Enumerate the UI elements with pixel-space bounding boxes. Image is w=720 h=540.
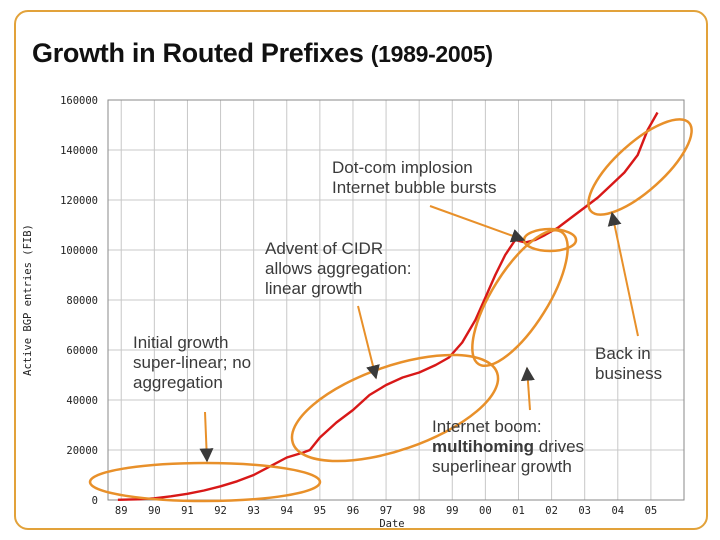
annotation-boom-line3: superlinear growth	[432, 457, 572, 476]
annotation-boom-bold: multihoming	[432, 437, 534, 456]
y-tick-label: 0	[92, 495, 98, 507]
annotation-back-line2: business	[595, 364, 663, 383]
annotation-cidr-line3: linear growth	[265, 279, 363, 298]
y-tick-label: 20000	[66, 445, 98, 457]
x-tick-label: 00	[479, 505, 492, 517]
annotation-cidr-line2: allows aggregation:	[265, 259, 412, 278]
title-main: Growth in Routed Prefixes	[32, 38, 364, 68]
y-tick-label: 120000	[60, 195, 98, 207]
series-line-bgp-entries	[117, 111, 659, 501]
highlight-linear-growth	[290, 353, 500, 463]
annotation-initial-line1: Initial growth	[133, 333, 229, 352]
x-tick-label: 92	[214, 505, 227, 517]
annotation-boom-line1: Internet boom:	[432, 417, 542, 436]
annotation-dotcom-line2: Internet bubble bursts	[332, 178, 497, 197]
x-tick-label: 90	[148, 505, 161, 517]
slide-frame	[14, 10, 708, 530]
arrow-back	[607, 211, 639, 337]
y-tick-label: 60000	[66, 345, 98, 357]
y-tick-label: 80000	[66, 295, 98, 307]
annotation-boom-rest: drives	[533, 437, 585, 456]
x-tick-label: 98	[413, 505, 426, 517]
x-axis-label: Date	[379, 518, 404, 530]
plot-area	[107, 99, 685, 501]
arrow-cidr	[357, 305, 380, 380]
annotation-initial: Initial growth super-linear; no aggregat…	[133, 333, 251, 393]
y-axis-label: Active BGP entries (FIB)	[22, 224, 34, 376]
x-tick-label: 01	[512, 505, 525, 517]
y-tick-label: 140000	[60, 145, 98, 157]
slide-title: Growth in Routed Prefixes (1989-2005)	[32, 38, 493, 69]
highlight-multihoming	[471, 228, 569, 368]
x-tick-label: 97	[380, 505, 393, 517]
chart-grid	[108, 99, 684, 501]
annotation-boom-line2: multihoming drives	[432, 437, 584, 457]
annotation-back-line1: Back in	[595, 344, 651, 363]
x-tick-label: 05	[645, 505, 658, 517]
annotation-boom: Internet boom: multihoming drives superl…	[432, 417, 584, 477]
x-axis: 89 90 91 92 93 94 95 96 97 98 99 00 01 02 03 04 05	[115, 505, 657, 517]
series-layer	[117, 111, 659, 501]
y-tick-label: 40000	[66, 395, 98, 407]
arrow-initial	[199, 411, 214, 463]
x-tick-label: 96	[347, 505, 360, 517]
annotation-initial-line3: aggregation	[133, 373, 223, 392]
annotation-back: Back in business	[595, 344, 662, 384]
arrow-dotcom	[429, 205, 526, 243]
highlight-initial-growth	[88, 461, 322, 503]
y-axis: 0 20000 40000 60000 80000 100000 120000 140000 1…	[60, 95, 98, 507]
title-range: (1989-2005)	[370, 41, 493, 67]
annotation-dotcom-line1: Dot-com implosion	[332, 158, 473, 177]
y-tick-label: 100000	[60, 245, 98, 257]
y-tick-label: 160000	[60, 95, 98, 107]
x-tick-label: 04	[611, 505, 624, 517]
x-tick-label: 94	[280, 505, 293, 517]
annotation-dotcom: Dot-com implosion Internet bubble bursts	[332, 158, 496, 198]
x-tick-label: 03	[578, 505, 591, 517]
x-tick-label: 02	[545, 505, 558, 517]
highlight-back-in-business	[587, 118, 693, 216]
x-tick-label: 91	[181, 505, 194, 517]
annotation-cidr-line1: Advent of CIDR	[265, 239, 384, 258]
x-tick-label: 93	[247, 505, 260, 517]
annotation-cidr: Advent of CIDR allows aggregation: linea…	[265, 239, 411, 299]
annotation-initial-line2: super-linear; no	[133, 353, 252, 372]
arrow-boom	[520, 366, 535, 411]
x-tick-label: 95	[314, 505, 327, 517]
x-tick-label: 99	[446, 505, 459, 517]
x-tick-label: 89	[115, 505, 128, 517]
